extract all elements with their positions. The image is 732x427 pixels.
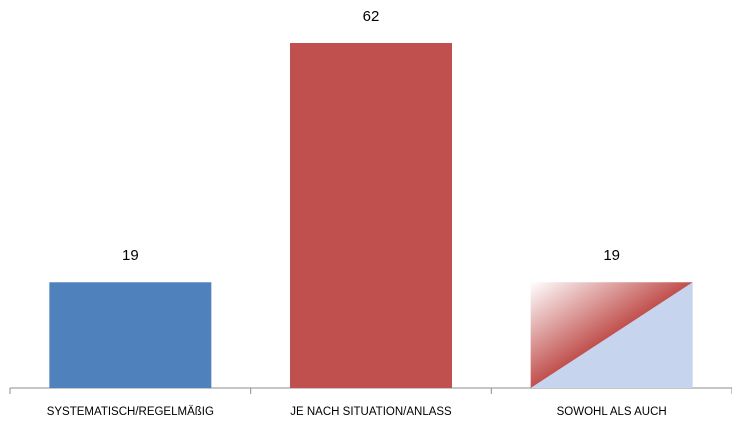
x-tick-label: SOWOHL ALS AUCH — [557, 406, 667, 418]
bar — [290, 43, 452, 388]
bar-upper — [530, 282, 693, 388]
x-tick-label: JE NACH SITUATION/ANLASS — [290, 406, 452, 418]
x-tick-label: SYSTEMATISCH/REGELMÄßIG — [47, 406, 214, 418]
bar — [49, 282, 212, 388]
bar — [530, 282, 693, 388]
data-label: 19 — [603, 247, 620, 264]
bar-lower — [530, 282, 693, 388]
data-label: 62 — [363, 8, 380, 25]
data-label: 19 — [122, 247, 139, 264]
